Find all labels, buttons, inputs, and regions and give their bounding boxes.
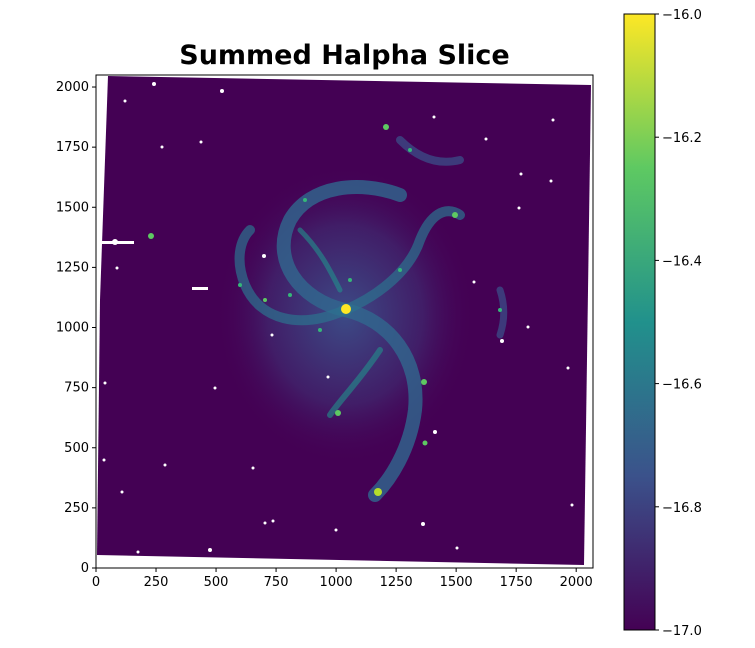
- x-tick-label: 1750: [500, 575, 533, 590]
- x-axis: 0 250 500 750 1000 1250 1500 1750 2000: [92, 568, 593, 590]
- y-tick-label: 1000: [56, 321, 89, 336]
- galaxy-image: [97, 76, 591, 565]
- colorbar-axis: −16.0 −16.2 −16.4 −16.6 −16.8 −17.0: [655, 8, 702, 639]
- y-tick-label: 1500: [56, 200, 89, 215]
- x-tick-label: 750: [264, 575, 289, 590]
- x-tick-label: 250: [144, 575, 169, 590]
- saturated-pixels: [100, 82, 574, 554]
- y-tick-label: 0: [81, 561, 89, 576]
- y-tick-label: 1750: [56, 140, 89, 155]
- axes-frame: [95, 74, 594, 569]
- x-tick-label: 2000: [560, 575, 593, 590]
- x-tick-label: 500: [204, 575, 229, 590]
- hii-regions: [148, 124, 502, 496]
- y-tick-label: 500: [64, 441, 89, 456]
- colorbar-tick-label: −16.4: [662, 254, 702, 269]
- y-tick-label: 2000: [56, 80, 89, 95]
- x-tick-label: 1250: [380, 575, 413, 590]
- spiral-arms: [234, 136, 508, 502]
- colorbar: [623, 13, 656, 631]
- x-tick-label: 0: [92, 575, 100, 590]
- y-tick-label: 250: [64, 501, 89, 516]
- x-tick-label: 1500: [440, 575, 473, 590]
- y-tick-label: 1250: [56, 260, 89, 275]
- y-axis: 0 250 500 750 1000 1250 1500 1750 2000: [56, 80, 96, 576]
- colorbar-tick-label: −16.2: [662, 131, 702, 146]
- x-tick-label: 1000: [320, 575, 353, 590]
- colorbar-tick-label: −16.8: [662, 501, 702, 516]
- colorbar-tick-label: −16.0: [662, 8, 702, 23]
- y-tick-label: 750: [64, 381, 89, 396]
- plot-title: Summed Halpha Slice: [179, 40, 510, 71]
- colorbar-tick-label: −17.0: [662, 624, 702, 639]
- colorbar-tick-label: −16.6: [662, 378, 702, 393]
